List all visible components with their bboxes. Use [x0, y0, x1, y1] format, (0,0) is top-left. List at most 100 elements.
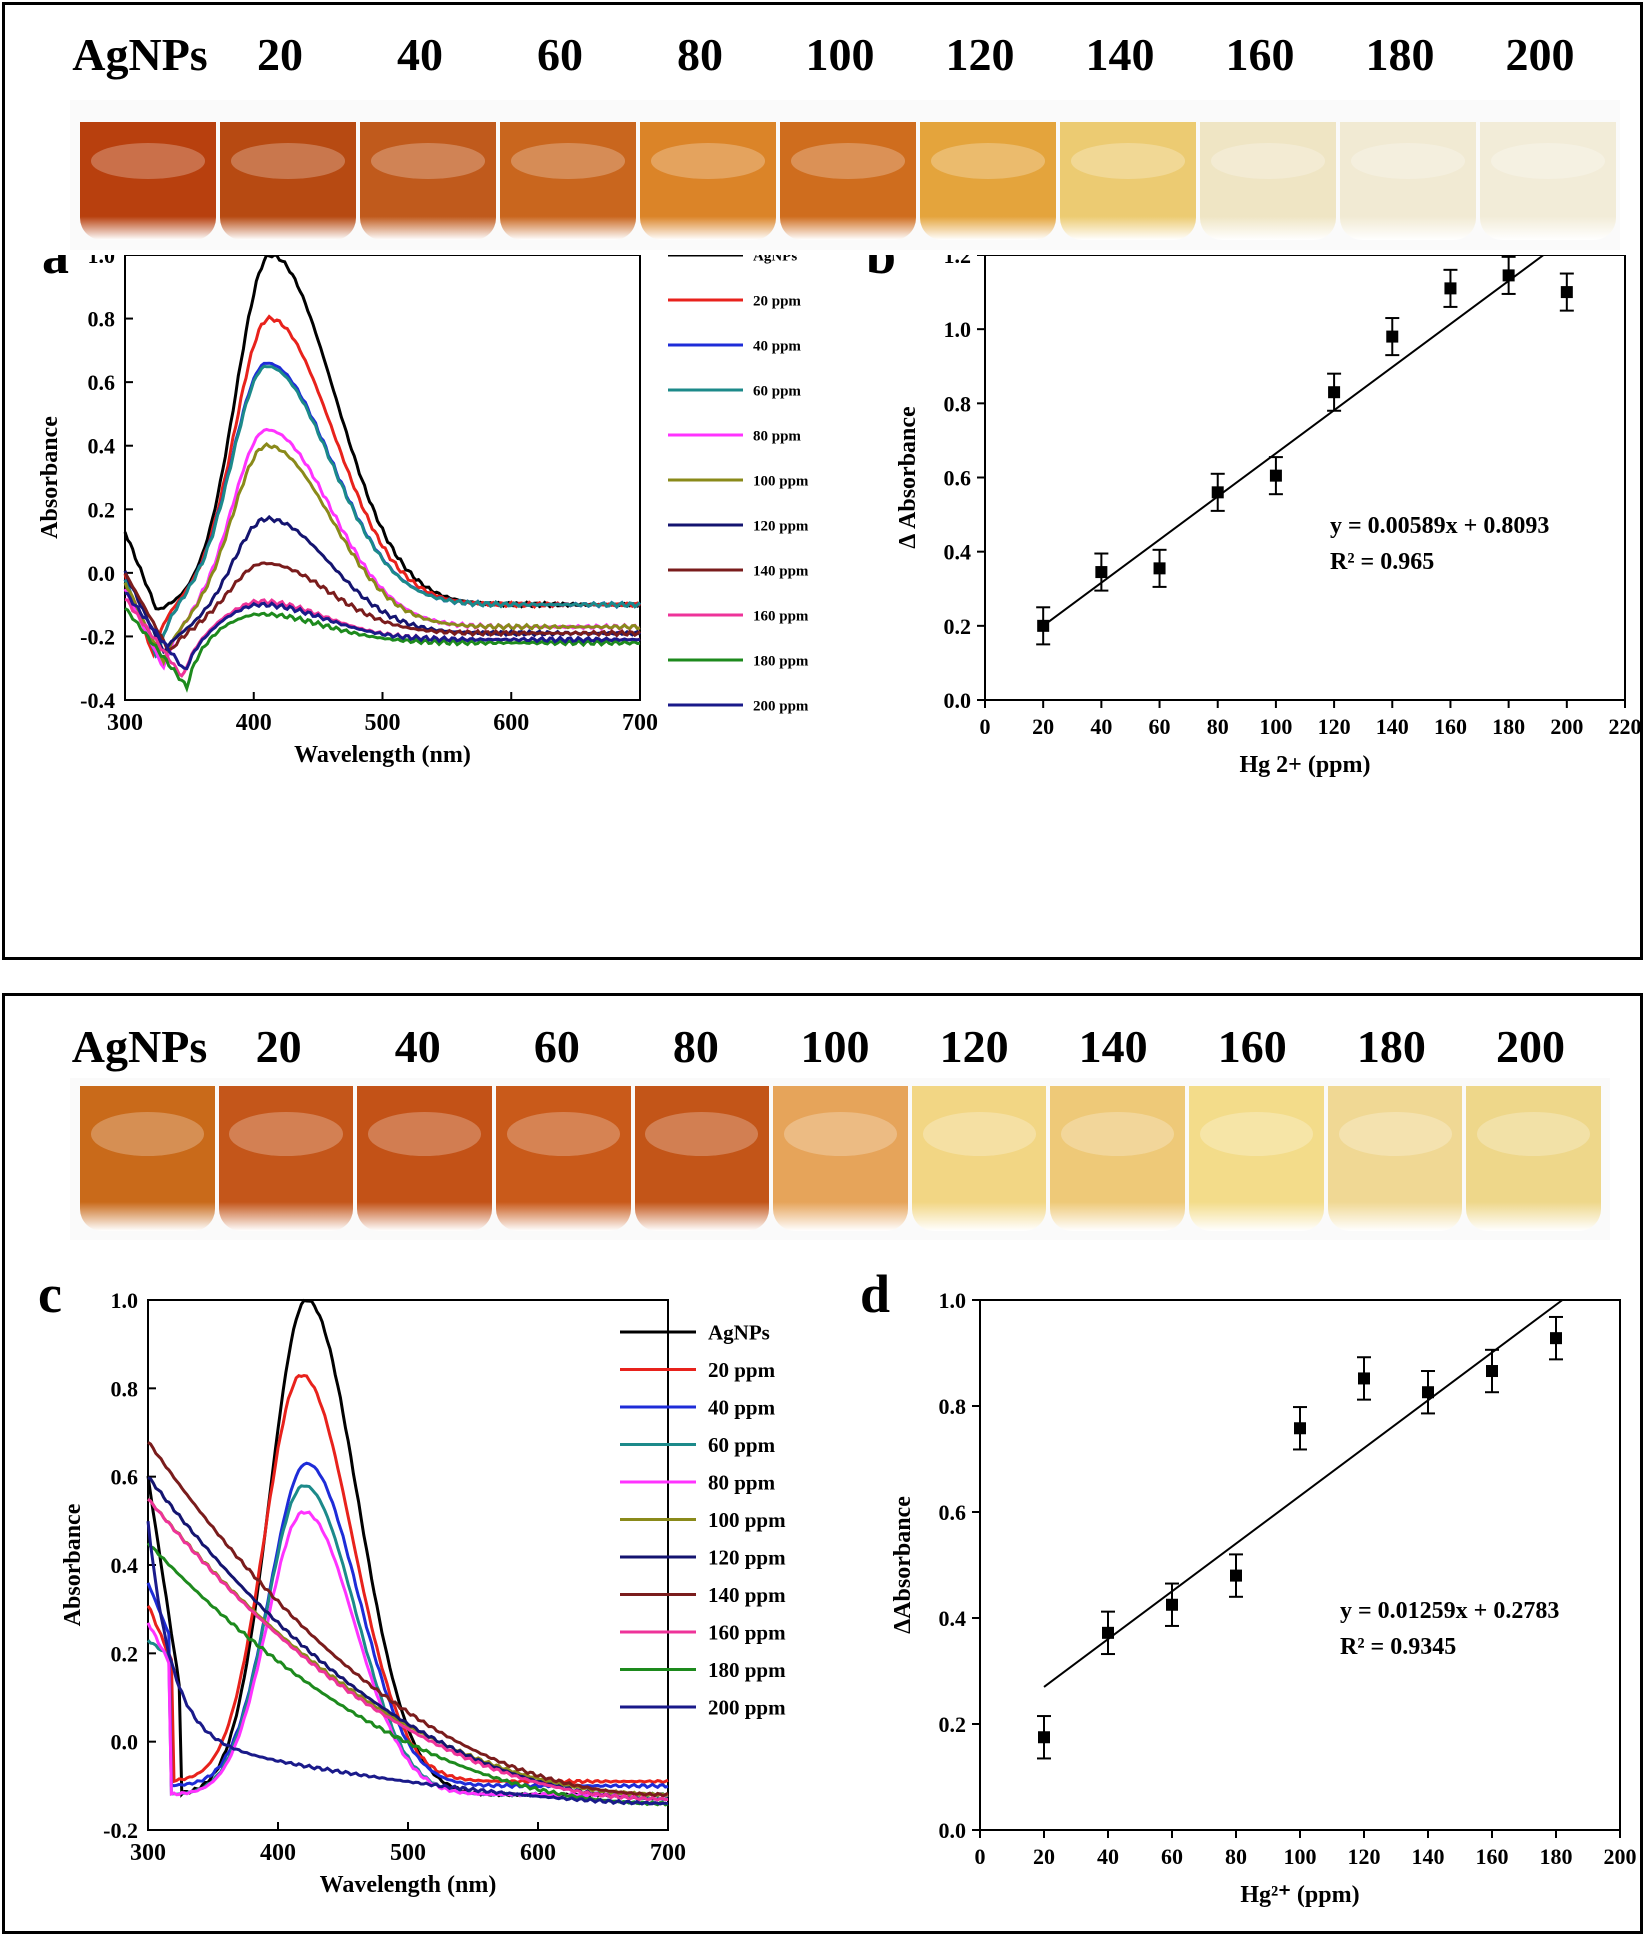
vial — [920, 122, 1056, 240]
x-tick-label: 500 — [365, 710, 401, 736]
y-tick-label: 0.4 — [111, 1553, 139, 1578]
x-tick-label: 140 — [1412, 1844, 1445, 1869]
vial-label: 60 — [533, 1020, 580, 1072]
legend-label: 80 ppm — [753, 428, 801, 444]
data-point — [1486, 1365, 1498, 1378]
y-tick-label: 0.6 — [939, 1500, 967, 1525]
vial — [1340, 122, 1476, 240]
x-tick-label: 200 — [1604, 1844, 1637, 1869]
legend-label: 120 ppm — [753, 518, 809, 534]
series-line — [146, 1521, 669, 1806]
legend-label: 200 ppm — [753, 698, 809, 714]
chart-a-absorbance-spectra: 300 400 500 600 700 -0.4 -0.2 0.0 0.2 0.4 0.6 0.8 1.… — [37, 255, 809, 768]
fit-r-squared: R² = 0.965 — [1330, 549, 1434, 575]
vial-label: 180 — [1356, 1020, 1426, 1072]
top-figure-frame — [2, 2, 1643, 960]
vial-label: 120 — [939, 1020, 1009, 1072]
data-point — [1037, 619, 1050, 632]
x-tick-label: 0 — [975, 1844, 986, 1869]
vial-label: 60 — [537, 28, 583, 80]
series-line — [124, 591, 641, 671]
vial — [640, 122, 776, 240]
x-tick-label: 0 — [980, 714, 991, 739]
y-tick-label: 0.8 — [939, 1394, 967, 1419]
series-line — [123, 364, 642, 659]
y-axis-label: Absorbance — [60, 1503, 86, 1626]
vial-label: 20 — [257, 28, 303, 80]
legend-label: 100 ppm — [753, 473, 809, 489]
vial-label: 100 — [800, 1020, 870, 1072]
y-tick-label: 1.0 — [944, 317, 972, 342]
data-point — [1550, 1332, 1562, 1345]
data-point — [1211, 486, 1224, 499]
x-tick-label: 80 — [1225, 1844, 1247, 1869]
legend-label: 20 ppm — [708, 1358, 776, 1382]
vial-label: 40 — [397, 28, 443, 80]
x-tick-label: 140 — [1376, 714, 1409, 739]
vial — [357, 1086, 492, 1231]
series-line — [123, 514, 642, 655]
vial — [1480, 122, 1616, 240]
x-tick-label: 80 — [1207, 714, 1229, 739]
panel-label: a — [42, 255, 69, 285]
y-tick-label: 0.2 — [944, 614, 972, 639]
y-tick-label: 0.6 — [111, 1465, 139, 1490]
y-tick-label: 0.0 — [88, 561, 116, 586]
legend-label: 140 ppm — [708, 1583, 786, 1607]
x-tick-label: 180 — [1540, 1844, 1573, 1869]
y-axis-label: ΔAbsorbance — [890, 1496, 916, 1634]
vial — [220, 122, 356, 240]
vial — [911, 1086, 1047, 1231]
y-tick-label: 1.0 — [939, 1288, 967, 1313]
legend-label: 20 ppm — [753, 293, 801, 309]
legend-label: 180 ppm — [753, 653, 809, 669]
x-tick-label: 40 — [1097, 1844, 1119, 1869]
y-tick-label: 0.4 — [88, 434, 116, 459]
top-vial-photo — [70, 100, 1620, 250]
x-tick-label: 20 — [1032, 714, 1054, 739]
vial-label: 200 — [1495, 1020, 1565, 1072]
x-tick-label: 40 — [1090, 714, 1112, 739]
vial-label: 160 — [1217, 1020, 1287, 1072]
data-point — [1560, 286, 1573, 299]
legend-label: AgNPs — [753, 255, 797, 264]
vial — [218, 1086, 354, 1231]
data-point — [1502, 269, 1515, 282]
y-tick-label: 0.6 — [88, 370, 116, 395]
vial — [1466, 1086, 1602, 1231]
y-tick-label: -0.4 — [80, 688, 115, 713]
x-tick-label: 200 — [1550, 714, 1583, 739]
series-line — [124, 607, 641, 693]
vial — [500, 122, 636, 240]
x-tick-label: 300 — [130, 1840, 166, 1866]
x-tick-label: 100 — [1284, 1844, 1317, 1869]
vial — [780, 122, 916, 240]
x-tick-label: 500 — [390, 1840, 426, 1866]
legend-label: 140 ppm — [753, 563, 809, 579]
vial — [1200, 122, 1336, 240]
series-line — [146, 1298, 669, 1799]
legend-label: AgNPs — [708, 1320, 770, 1344]
y-tick-label: 0.8 — [944, 391, 972, 416]
vial-label: 160 — [1225, 28, 1295, 80]
x-tick-label: 120 — [1348, 1844, 1381, 1869]
y-tick-label: 0.4 — [939, 1606, 967, 1631]
x-tick-label: 400 — [260, 1840, 296, 1866]
data-point — [1153, 562, 1166, 575]
y-tick-label: -0.2 — [103, 1818, 138, 1843]
y-tick-label: -0.2 — [80, 624, 115, 649]
fit-equation: y = 0.01259x + 0.2783 — [1340, 1598, 1559, 1624]
legend-label: 160 ppm — [753, 608, 809, 624]
x-tick-label: 400 — [236, 710, 272, 736]
vial — [1060, 122, 1196, 240]
vial — [1327, 1086, 1463, 1231]
x-tick-label: 300 — [107, 710, 143, 736]
x-tick-label: 160 — [1476, 1844, 1509, 1869]
y-tick-label: 1.2 — [944, 255, 972, 268]
plot-area — [979, 1299, 1621, 1831]
legend-label: 40 ppm — [708, 1395, 776, 1419]
vial-label: 20 — [255, 1020, 302, 1072]
x-tick-label: 600 — [520, 1840, 556, 1866]
vial — [1189, 1086, 1324, 1231]
series-line — [147, 1498, 669, 1802]
